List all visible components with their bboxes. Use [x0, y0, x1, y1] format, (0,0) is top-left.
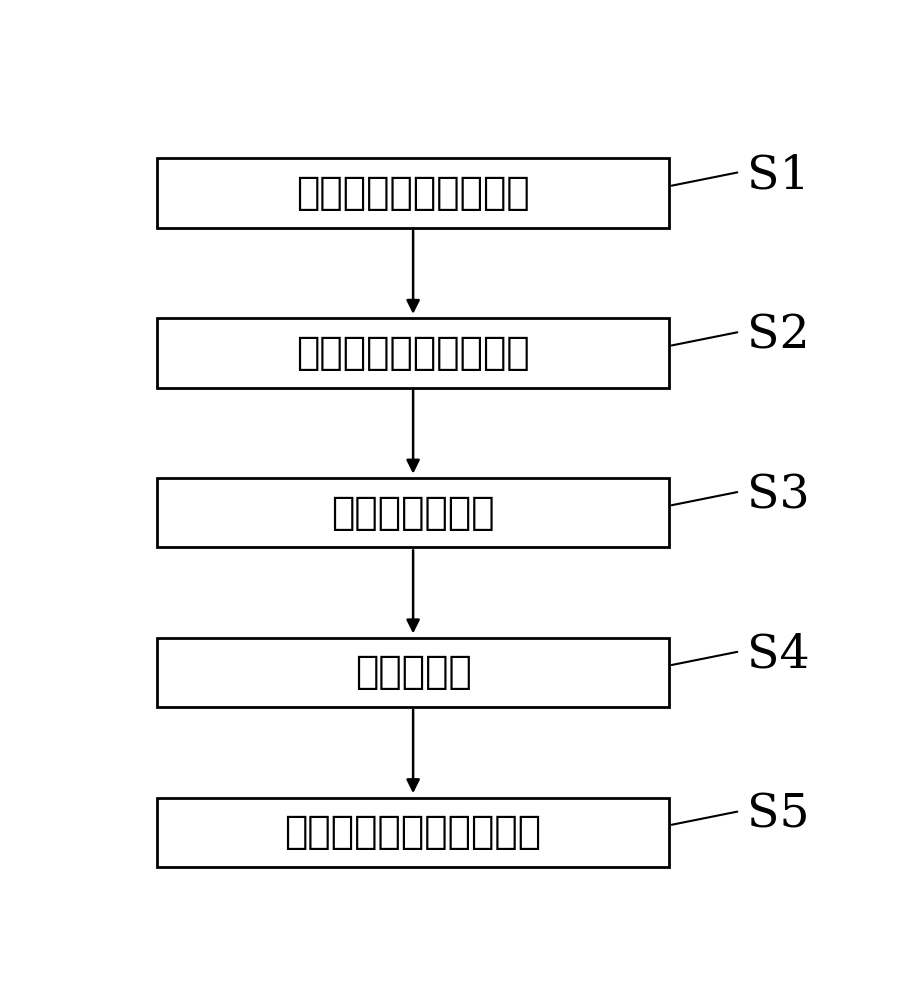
Text: 制备聚罧酸高性能泵送剂: 制备聚罧酸高性能泵送剂	[284, 813, 542, 851]
Text: S4: S4	[747, 633, 810, 678]
Text: 制备引气剂溶液: 制备引气剂溶液	[331, 494, 495, 532]
Text: S5: S5	[747, 792, 810, 838]
Text: 制备保坨型聚罧酸母液: 制备保坨型聚罧酸母液	[296, 334, 530, 372]
Bar	[158, 478, 669, 547]
Text: 制备减水型聚罧酸母液: 制备减水型聚罧酸母液	[296, 174, 530, 212]
Text: S3: S3	[747, 473, 810, 518]
Bar	[158, 638, 669, 707]
Bar	[158, 158, 669, 228]
Bar	[158, 798, 669, 867]
Text: S2: S2	[747, 313, 810, 358]
Bar	[158, 318, 669, 388]
Text: 制备混合物: 制备混合物	[355, 653, 471, 691]
Text: S1: S1	[747, 153, 810, 198]
